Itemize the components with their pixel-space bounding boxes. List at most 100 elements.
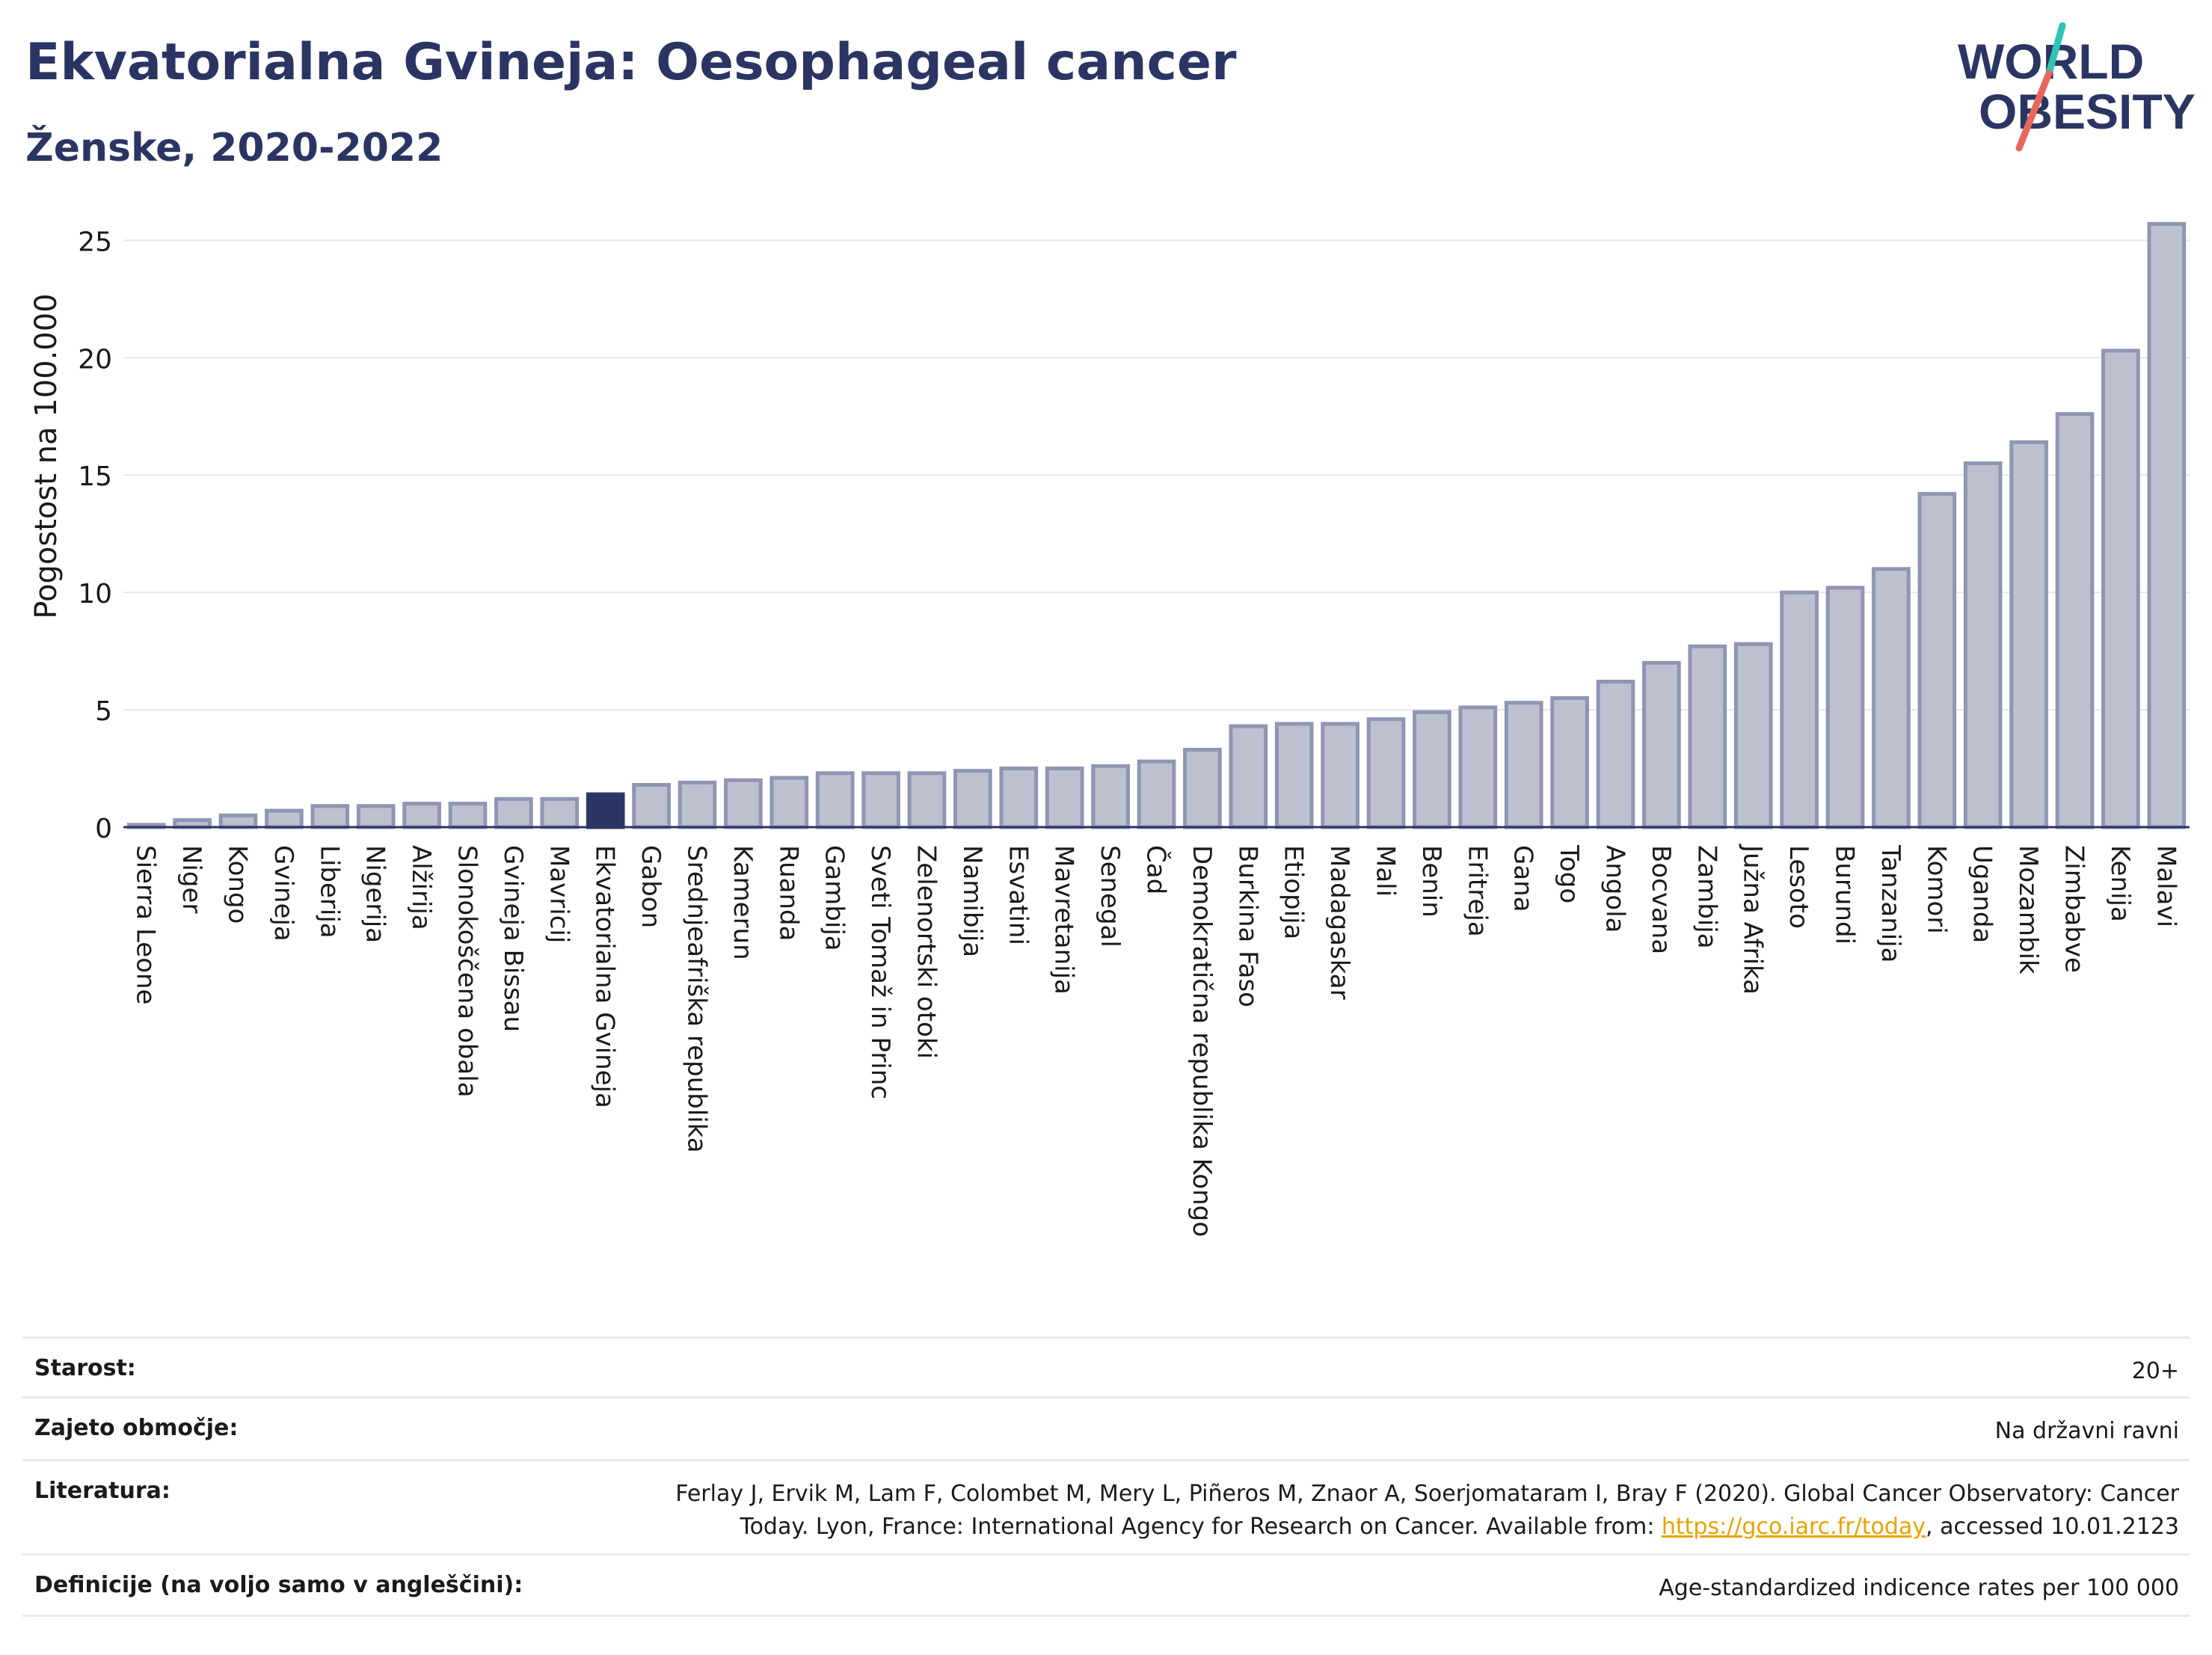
bar	[1917, 491, 1957, 829]
x-tick-label: Gvineja	[268, 845, 298, 942]
bar	[1596, 679, 1635, 829]
logo-slash-teal	[2045, 22, 2066, 77]
meta-key-literature: Literatura:	[22, 1459, 561, 1555]
x-tick-label: Kongo	[223, 845, 253, 924]
x-tick-label: Južna Afrika	[1738, 844, 1768, 995]
x-tick-label: Togo	[1554, 844, 1584, 903]
x-tick-label: Senegal	[1095, 845, 1125, 948]
bar	[218, 813, 258, 829]
bar	[1642, 660, 1681, 829]
x-tick-label: Etiopija	[1279, 845, 1309, 939]
logo-slash-red	[2015, 70, 2053, 152]
bar	[815, 771, 855, 829]
literature-line-2: Today. Lyon, France: International Agenc…	[740, 1514, 1662, 1540]
bar	[265, 808, 304, 829]
world-obesity-logo: WORLD OBESITY	[1958, 22, 2196, 152]
bar	[402, 802, 441, 829]
x-tick-label: Alžirija	[406, 845, 436, 930]
x-tick-label: Benin	[1416, 845, 1446, 918]
bar	[678, 780, 717, 829]
meta-value-literature: Ferlay J, Ervik M, Lam F, Colombet M, Me…	[560, 1459, 2190, 1555]
meta-value-coverage: Na državni ravni	[560, 1396, 2190, 1461]
x-tick-label: Burundi	[1830, 845, 1860, 945]
x-axis-ticks: Sierra Leone Niger Kongo Gvineja Liberija Nig…	[131, 844, 2181, 1237]
page-title: Ekvatorialna Gvineja: Oesophageal cancer	[25, 33, 1237, 92]
x-tick-label: Kenija	[2105, 845, 2135, 922]
meta-row-definitions: Definicije (na voljo samo v angleščini):…	[22, 1553, 2190, 1617]
logo-word-obesity: OBESITY	[1979, 84, 2196, 139]
bar	[1963, 461, 2003, 829]
x-tick-label: Uganda	[1967, 845, 1997, 943]
y-tick-label: 25	[78, 227, 112, 257]
meta-value-age: 20+	[560, 1336, 2190, 1398]
bar	[310, 804, 350, 829]
x-tick-label: Zambija	[1692, 845, 1721, 949]
x-tick-label: Mavricij	[544, 845, 574, 943]
x-tick-label: Mali	[1371, 845, 1401, 897]
x-tick-label: Gvineja Bissau	[498, 845, 528, 1032]
y-tick-label: 0	[95, 814, 112, 844]
x-tick-label: Niger	[176, 845, 206, 913]
page-subtitle: Ženske, 2020-2022	[25, 126, 443, 171]
bar	[724, 778, 763, 829]
meta-key-age: Starost:	[22, 1336, 561, 1398]
y-tick-label: 20	[78, 344, 112, 375]
x-tick-label: Mozambik	[2013, 845, 2043, 974]
x-tick-label: Gana	[1508, 845, 1538, 912]
metadata-table: Starost: 20+ Zajeto območje: Na državni …	[22, 1336, 2190, 1617]
meta-row-literature: Literatura: Ferlay J, Ervik M, Lam F, Co…	[22, 1459, 2190, 1555]
bar	[1504, 701, 1543, 829]
bar	[448, 802, 488, 829]
bar	[907, 771, 947, 829]
x-tick-label: Zimbabve	[2059, 845, 2089, 973]
bar	[2101, 348, 2140, 829]
y-tick-label: 5	[95, 696, 112, 727]
x-tick-label: Tanzanija	[1875, 844, 1905, 962]
x-tick-label: Liberija	[314, 845, 344, 939]
bar	[494, 796, 533, 829]
bar	[861, 771, 900, 829]
x-tick-label: Gabon	[636, 845, 666, 928]
bar	[1825, 586, 1865, 829]
x-tick-label: Komori	[1921, 845, 1951, 934]
bars	[126, 221, 2187, 829]
literature-line-2-end: , accessed 10.01.2123	[1926, 1514, 2179, 1540]
meta-value-definitions: Age-standardized indicence rates per 100…	[560, 1553, 2190, 1617]
literature-link[interactable]: https://gco.iarc.fr/today	[1661, 1514, 1926, 1540]
x-tick-label: Demokratična republika Kongo	[1187, 845, 1217, 1237]
bar-chart: 0 5 10 15 20 25 Sierra Leone Niger Kongo Gvineja…	[29, 221, 2190, 1237]
x-tick-label: Esvatini	[1003, 845, 1033, 945]
bar	[1550, 696, 1589, 829]
x-tick-label: Angola	[1600, 845, 1630, 933]
meta-key-definitions: Definicije (na voljo samo v angleščini):	[22, 1553, 561, 1617]
x-tick-label: Ekvatorialna Gvineja	[590, 845, 620, 1108]
x-tick-label: Lesoto	[1784, 845, 1813, 929]
y-tick-label: 10	[78, 579, 112, 610]
bar	[1229, 724, 1268, 829]
x-tick-label: Kamerun	[728, 845, 758, 960]
x-tick-label: Čad	[1141, 845, 1172, 894]
bar	[1321, 722, 1360, 829]
x-tick-label: Srednjeafriška republika	[682, 845, 712, 1153]
bar	[953, 769, 992, 829]
bar	[769, 776, 809, 829]
meta-key-coverage: Zajeto območje:	[22, 1396, 561, 1461]
y-axis-label: Pogostost na 100.000	[29, 293, 64, 618]
bar	[540, 796, 580, 829]
bar	[2147, 221, 2187, 829]
x-tick-label: Ruanda	[773, 845, 803, 941]
bar	[1274, 722, 1314, 829]
bar	[1413, 710, 1451, 829]
x-tick-label: Burkina Faso	[1232, 845, 1262, 1007]
bar	[1045, 767, 1084, 829]
meta-row-coverage: Zajeto območje: Na državni ravni	[22, 1396, 2190, 1461]
x-tick-label: Namibija	[957, 845, 987, 957]
bar	[2055, 412, 2095, 829]
bar	[2009, 440, 2048, 829]
literature-line-1: Ferlay J, Ervik M, Lam F, Colombet M, Me…	[675, 1481, 2179, 1507]
bar	[1733, 642, 1773, 829]
bar	[632, 783, 671, 829]
x-tick-label: Sierra Leone	[131, 845, 161, 1004]
x-tick-label: Sveti Tomaž in Princ	[865, 845, 895, 1099]
x-tick-label: Mavretanija	[1049, 845, 1079, 995]
